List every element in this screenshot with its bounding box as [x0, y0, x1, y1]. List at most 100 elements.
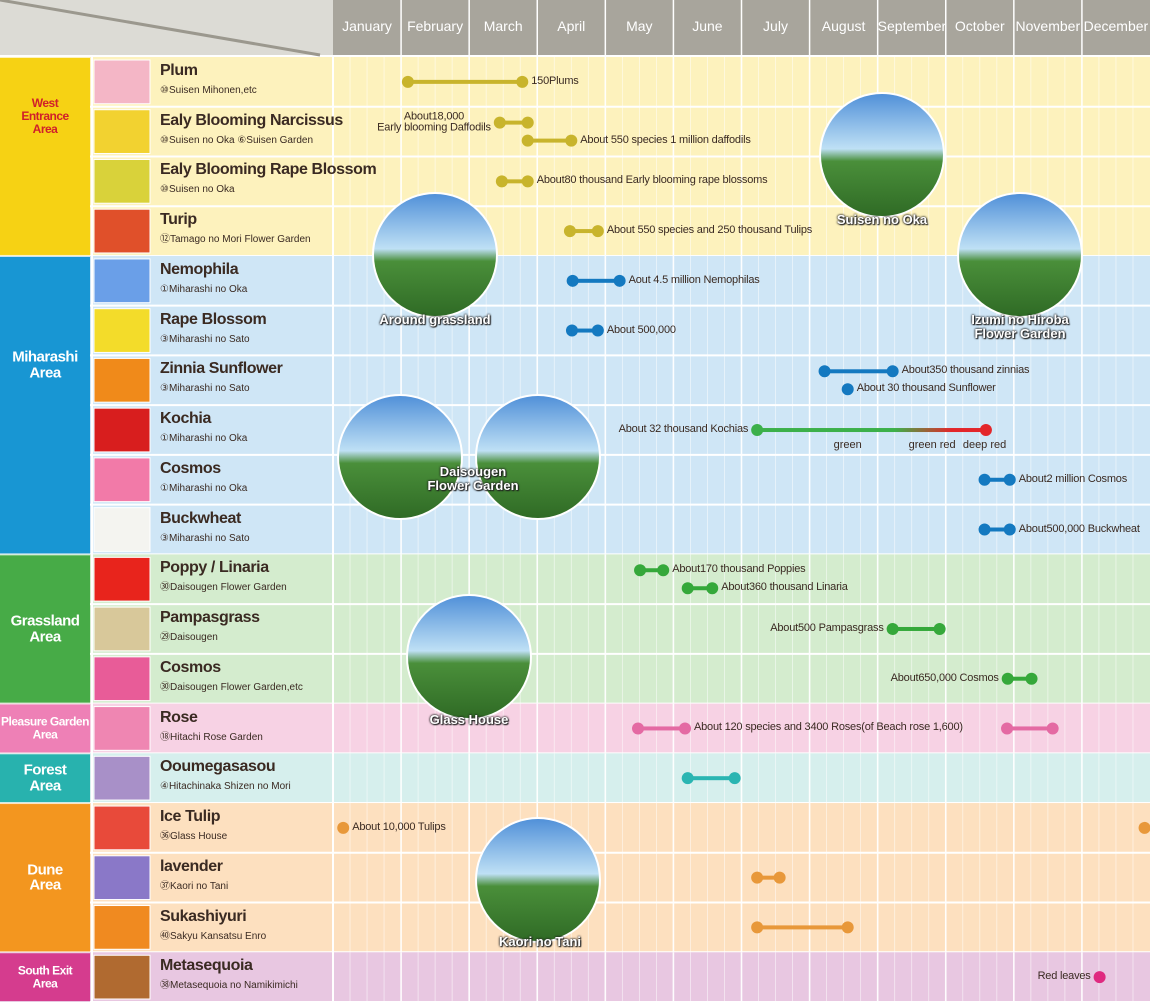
flower-thumbnail	[94, 408, 150, 452]
month-label: November	[1014, 19, 1082, 34]
flower-name: Metasequoia	[160, 958, 253, 975]
bloom-calendar: JanuaryFebruaryMarchAprilMayJuneJulyAugu…	[0, 0, 1150, 1002]
bloom-end	[1004, 474, 1016, 486]
bloom-end	[842, 921, 854, 933]
area-label-bg	[0, 257, 90, 553]
bloom-label: About 500,000	[607, 325, 676, 337]
flower-thumbnail	[94, 607, 150, 651]
bloom-period	[638, 726, 685, 730]
flower-location: ㉙Daisougen	[160, 633, 218, 644]
flower-thumbnail	[94, 508, 150, 552]
bloom-start	[751, 424, 763, 436]
bloom-label: About500,000 Buckwheat	[1019, 524, 1140, 536]
photo-caption: Suisen no Oka	[837, 213, 927, 227]
area-label: Pleasure Garden Area	[0, 716, 90, 741]
bloom-label: About 32 thousand Kochias	[619, 424, 749, 436]
bloom-start	[979, 524, 991, 536]
photo-caption: Izumi no Hiroba Flower Garden	[971, 313, 1069, 340]
flower-name: Cosmos	[160, 461, 221, 478]
flower-name: Poppy / Linaria	[160, 560, 269, 577]
area-label: South Exit Area	[0, 965, 90, 990]
bloom-start	[564, 225, 576, 237]
bloom-start	[402, 76, 414, 88]
flower-location: ⑱Hitachi Rose Garden	[160, 733, 263, 744]
photo	[476, 395, 600, 519]
bloom-end	[522, 117, 534, 129]
bloom-label: About 120 species and 3400 Roses(of Beac…	[694, 723, 963, 735]
flower-name: Pampasgrass	[160, 610, 260, 627]
flower-name: Sukashiyuri	[160, 909, 246, 926]
bloom-end	[980, 424, 992, 436]
bloom-label: About80 thousand Early blooming rape blo…	[537, 176, 768, 188]
flower-location: ㊵Sakyu Kansatsu Enro	[160, 932, 266, 943]
stage-label: green red	[909, 440, 956, 452]
flower-thumbnail	[94, 358, 150, 402]
bloom-period	[573, 279, 620, 283]
bloom-end	[592, 225, 604, 237]
flower-thumbnail	[94, 309, 150, 353]
bloom-start	[751, 872, 763, 884]
flower-location: ①Miharashi no Oka	[160, 285, 247, 296]
area-label: Miharashi Area	[0, 349, 90, 381]
flower-location: ⑩Suisen no Oka ⑥Suisen Garden	[160, 136, 313, 147]
bloom-start	[567, 275, 579, 287]
photo-caption: Glass House	[430, 713, 509, 727]
flower-location: ㉚Daisougen Flower Garden	[160, 583, 287, 594]
area-label: West Entrance Area	[0, 98, 90, 136]
stage-label: deep red	[963, 440, 1006, 452]
bloom-period	[688, 776, 735, 780]
bloom-label: About 550 species 1 million daffodils	[580, 135, 750, 147]
bloom-start	[634, 564, 646, 576]
bloom-label: About170 thousand Poppies	[672, 564, 805, 576]
flower-location: ①Miharashi no Oka	[160, 434, 247, 445]
month-label: March	[469, 19, 537, 34]
bloom-start	[1001, 722, 1013, 734]
photo-caption: Daisougen Flower Garden	[427, 465, 518, 492]
bloom-point	[842, 383, 854, 395]
month-label: May	[605, 19, 673, 34]
flower-name: Zinnia Sunflower	[160, 361, 283, 378]
bloom-start	[566, 325, 578, 337]
month-label: January	[333, 19, 401, 34]
flower-location: ③Miharashi no Sato	[160, 384, 250, 395]
flower-thumbnail	[94, 657, 150, 701]
flower-name: Ooumegasasou	[160, 759, 275, 776]
month-label: October	[946, 19, 1014, 34]
month-label: June	[673, 19, 741, 34]
flower-location: ③Miharashi no Sato	[160, 335, 250, 346]
bloom-label: About2 million Cosmos	[1019, 474, 1127, 486]
bloom-label: About500 Pampasgrass	[770, 623, 883, 635]
bloom-label: Red leaves	[1038, 971, 1091, 983]
flower-thumbnail	[94, 756, 150, 800]
bloom-end	[522, 175, 534, 187]
flower-location: ⑩Suisen Mihonen,etc	[160, 86, 257, 97]
photo	[476, 818, 600, 942]
flower-location: ㉚Daisougen Flower Garden,etc	[160, 683, 303, 694]
area-label: Forest Area	[0, 762, 90, 794]
bloom-end	[657, 564, 669, 576]
bloom-label: About 550 species and 250 thousand Tulip…	[607, 225, 812, 237]
flower-thumbnail	[94, 557, 150, 601]
bloom-end	[887, 365, 899, 377]
flower-name: Ealy Blooming Narcissus	[160, 113, 343, 130]
bloom-point	[1094, 971, 1106, 983]
flower-name: Buckwheat	[160, 511, 241, 528]
photo	[820, 93, 944, 217]
bloom-start	[632, 722, 644, 734]
flower-location: ㊱Glass House	[160, 832, 227, 843]
month-label: December	[1082, 19, 1150, 34]
flower-thumbnail	[94, 806, 150, 850]
flower-name: Rose	[160, 710, 198, 727]
flower-thumbnail	[94, 856, 150, 900]
bloom-end	[516, 76, 528, 88]
bloom-label: About 10,000 Tulips	[352, 822, 445, 834]
flower-name: Rape Blossom	[160, 312, 266, 329]
month-label: August	[810, 19, 878, 34]
bloom-period	[757, 925, 848, 929]
bloom-label: About360 thousand Linaria	[721, 582, 848, 594]
bloom-end	[1026, 673, 1038, 685]
month-label: February	[401, 19, 469, 34]
flower-location: ①Miharashi no Oka	[160, 484, 247, 495]
flower-location: ⑫Tamago no Mori Flower Garden	[160, 235, 311, 246]
bloom-label: About18,000 Early blooming Daffodils	[377, 111, 491, 134]
